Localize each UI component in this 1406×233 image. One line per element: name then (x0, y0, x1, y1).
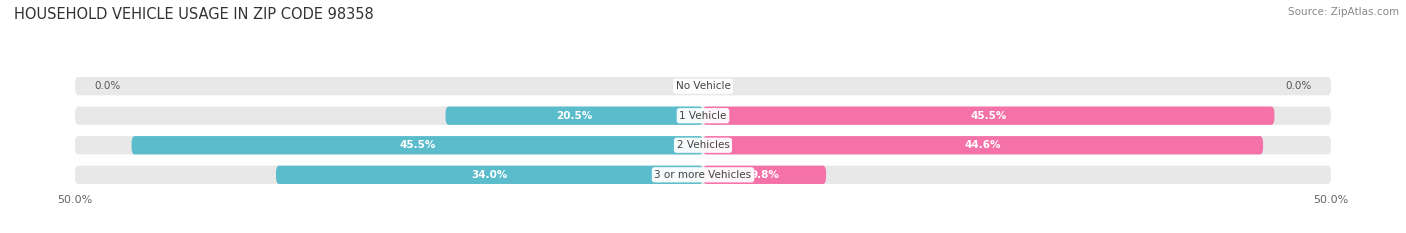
FancyBboxPatch shape (75, 77, 1331, 95)
Text: 0.0%: 0.0% (94, 81, 120, 91)
FancyBboxPatch shape (75, 106, 1331, 125)
Text: 45.5%: 45.5% (970, 111, 1007, 121)
FancyBboxPatch shape (703, 166, 827, 184)
Text: No Vehicle: No Vehicle (675, 81, 731, 91)
Text: HOUSEHOLD VEHICLE USAGE IN ZIP CODE 98358: HOUSEHOLD VEHICLE USAGE IN ZIP CODE 9835… (14, 7, 374, 22)
Text: 3 or more Vehicles: 3 or more Vehicles (654, 170, 752, 180)
FancyBboxPatch shape (446, 106, 703, 125)
FancyBboxPatch shape (703, 136, 1263, 154)
Text: 1 Vehicle: 1 Vehicle (679, 111, 727, 121)
FancyBboxPatch shape (276, 166, 703, 184)
FancyBboxPatch shape (75, 166, 1331, 184)
Text: 9.8%: 9.8% (749, 170, 779, 180)
Text: 44.6%: 44.6% (965, 140, 1001, 150)
Text: 20.5%: 20.5% (557, 111, 592, 121)
FancyBboxPatch shape (75, 136, 1331, 154)
Text: 2 Vehicles: 2 Vehicles (676, 140, 730, 150)
Legend: Owner-occupied, Renter-occupied: Owner-occupied, Renter-occupied (583, 230, 823, 233)
Text: 45.5%: 45.5% (399, 140, 436, 150)
Text: 0.0%: 0.0% (1286, 81, 1312, 91)
FancyBboxPatch shape (703, 106, 1274, 125)
Text: 34.0%: 34.0% (471, 170, 508, 180)
FancyBboxPatch shape (132, 136, 703, 154)
Text: Source: ZipAtlas.com: Source: ZipAtlas.com (1288, 7, 1399, 17)
